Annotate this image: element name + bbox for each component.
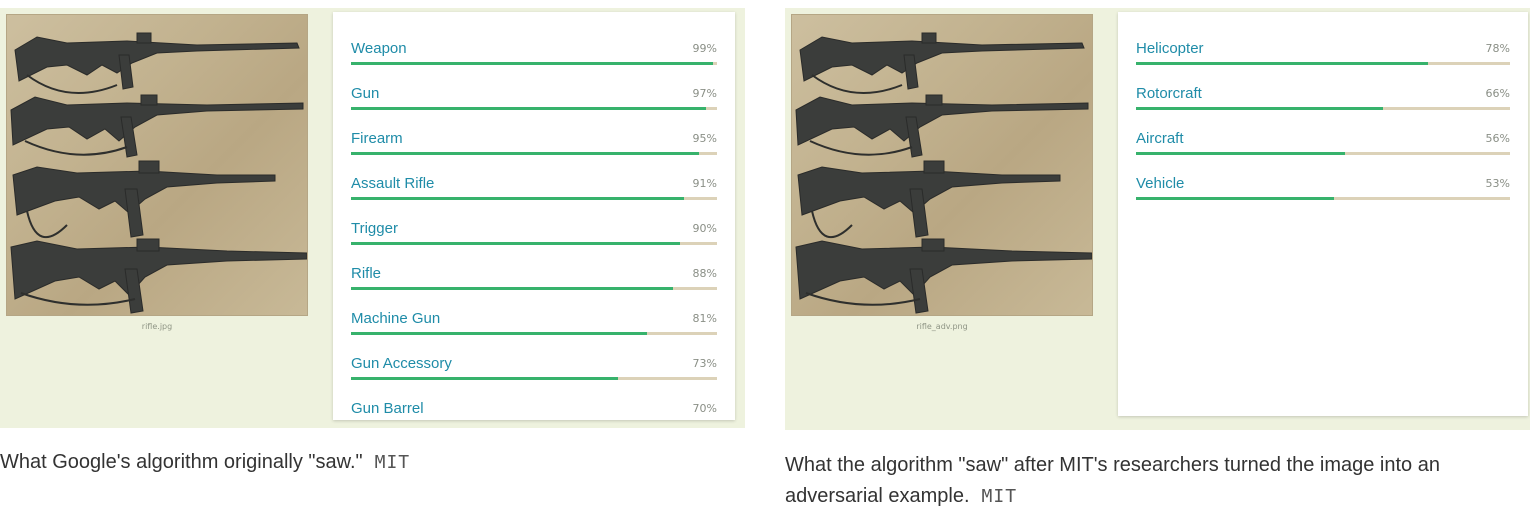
label-row: Gun Accessory 73% <box>351 355 717 400</box>
label-name: Gun Accessory <box>351 355 452 372</box>
confidence-bar <box>351 377 619 380</box>
confidence-track <box>1136 152 1510 155</box>
label-name: Helicopter <box>1136 40 1204 57</box>
label-name: Firearm <box>351 130 403 147</box>
label-row: Rifle 88% <box>351 265 717 310</box>
photo-container: rifle.jpg <box>6 14 308 331</box>
label-score: 73% <box>692 357 717 370</box>
rifles-photo <box>6 14 308 316</box>
label-row: Vehicle 53% <box>1136 175 1510 220</box>
rifles-illustration <box>10 32 307 314</box>
label-name: Trigger <box>351 220 398 237</box>
label-score: 90% <box>692 222 717 235</box>
confidence-bar <box>351 152 699 155</box>
label-name: Aircraft <box>1136 130 1184 147</box>
confidence-track <box>351 152 717 155</box>
label-name: Gun <box>351 85 380 102</box>
label-score: 56% <box>1485 132 1510 145</box>
label-name: Assault Rifle <box>351 175 435 192</box>
label-score: 88% <box>692 267 717 280</box>
confidence-track <box>1136 197 1510 200</box>
rifles-photo-adversarial <box>791 14 1093 316</box>
classifier-frame: rifle_adv.png Helicopter 78% Rotorcraft 66%… <box>785 8 1530 430</box>
label-name: Rotorcraft <box>1136 85 1202 102</box>
image-filename: rifle_adv.png <box>916 322 968 331</box>
label-score: 97% <box>692 87 717 100</box>
label-row: Assault Rifle 91% <box>351 175 717 220</box>
label-row: Machine Gun 81% <box>351 310 717 355</box>
caption: What Google's algorithm originally "saw.… <box>0 447 745 478</box>
labels-list: Weapon 99% Gun 97% Firearm 95% Assault Rifle 91… <box>351 40 717 420</box>
image-filename: rifle.jpg <box>141 322 173 331</box>
label-score: 99% <box>692 42 717 55</box>
label-score: 70% <box>692 402 717 415</box>
caption-text: What Google's algorithm originally "saw.… <box>0 451 363 473</box>
confidence-track <box>351 287 717 290</box>
label-name: Rifle <box>351 265 382 282</box>
label-row: Helicopter 78% <box>1136 40 1510 85</box>
confidence-bar <box>1136 152 1346 155</box>
label-score: 91% <box>692 177 717 190</box>
label-score: 66% <box>1485 87 1510 100</box>
label-row: Gun 97% <box>351 85 717 130</box>
confidence-bar <box>351 197 685 200</box>
label-name: Weapon <box>351 40 407 57</box>
label-score: 95% <box>692 132 717 145</box>
labels-panel: Weapon 99% Gun 97% Firearm 95% Assault Rifle 91… <box>333 12 735 420</box>
confidence-bar <box>351 62 714 65</box>
label-name: Gun Barrel <box>351 400 424 417</box>
label-row: Gun Barrel 70% <box>351 400 717 420</box>
label-row: Weapon 99% <box>351 40 717 85</box>
confidence-track <box>351 377 717 380</box>
label-name: Machine Gun <box>351 310 441 327</box>
confidence-track <box>1136 107 1510 110</box>
label-row: Trigger 90% <box>351 220 717 265</box>
caption-text: What the algorithm "saw" after MIT's res… <box>785 454 1440 507</box>
labels-panel: Helicopter 78% Rotorcraft 66% Aircraft 56% Veh… <box>1118 12 1528 416</box>
caption: What the algorithm "saw" after MIT's res… <box>785 450 1530 512</box>
confidence-bar <box>351 242 681 245</box>
rifles-illustration <box>795 32 1092 314</box>
label-row: Aircraft 56% <box>1136 130 1510 175</box>
confidence-track <box>1136 62 1510 65</box>
confidence-bar <box>1136 197 1335 200</box>
photo-container: rifle_adv.png <box>791 14 1093 331</box>
label-score: 81% <box>692 312 717 325</box>
label-score: 78% <box>1485 42 1510 55</box>
label-row: Rotorcraft 66% <box>1136 85 1510 130</box>
confidence-track <box>351 197 717 200</box>
confidence-track <box>351 62 717 65</box>
confidence-bar <box>1136 62 1428 65</box>
labels-list: Helicopter 78% Rotorcraft 66% Aircraft 56% Veh… <box>1136 40 1510 220</box>
label-score: 53% <box>1485 177 1510 190</box>
confidence-bar <box>351 287 674 290</box>
classifier-frame: rifle.jpg Weapon 99% Gun 97% Firearm 95% Assau… <box>0 8 745 428</box>
confidence-bar <box>351 332 648 335</box>
confidence-track <box>351 107 717 110</box>
confidence-track <box>351 332 717 335</box>
label-row: Firearm 95% <box>351 130 717 175</box>
confidence-bar <box>1136 107 1383 110</box>
label-name: Vehicle <box>1136 175 1185 192</box>
confidence-track <box>351 242 717 245</box>
credit: MIT <box>374 452 411 473</box>
confidence-bar <box>351 107 707 110</box>
credit: MIT <box>981 486 1018 507</box>
